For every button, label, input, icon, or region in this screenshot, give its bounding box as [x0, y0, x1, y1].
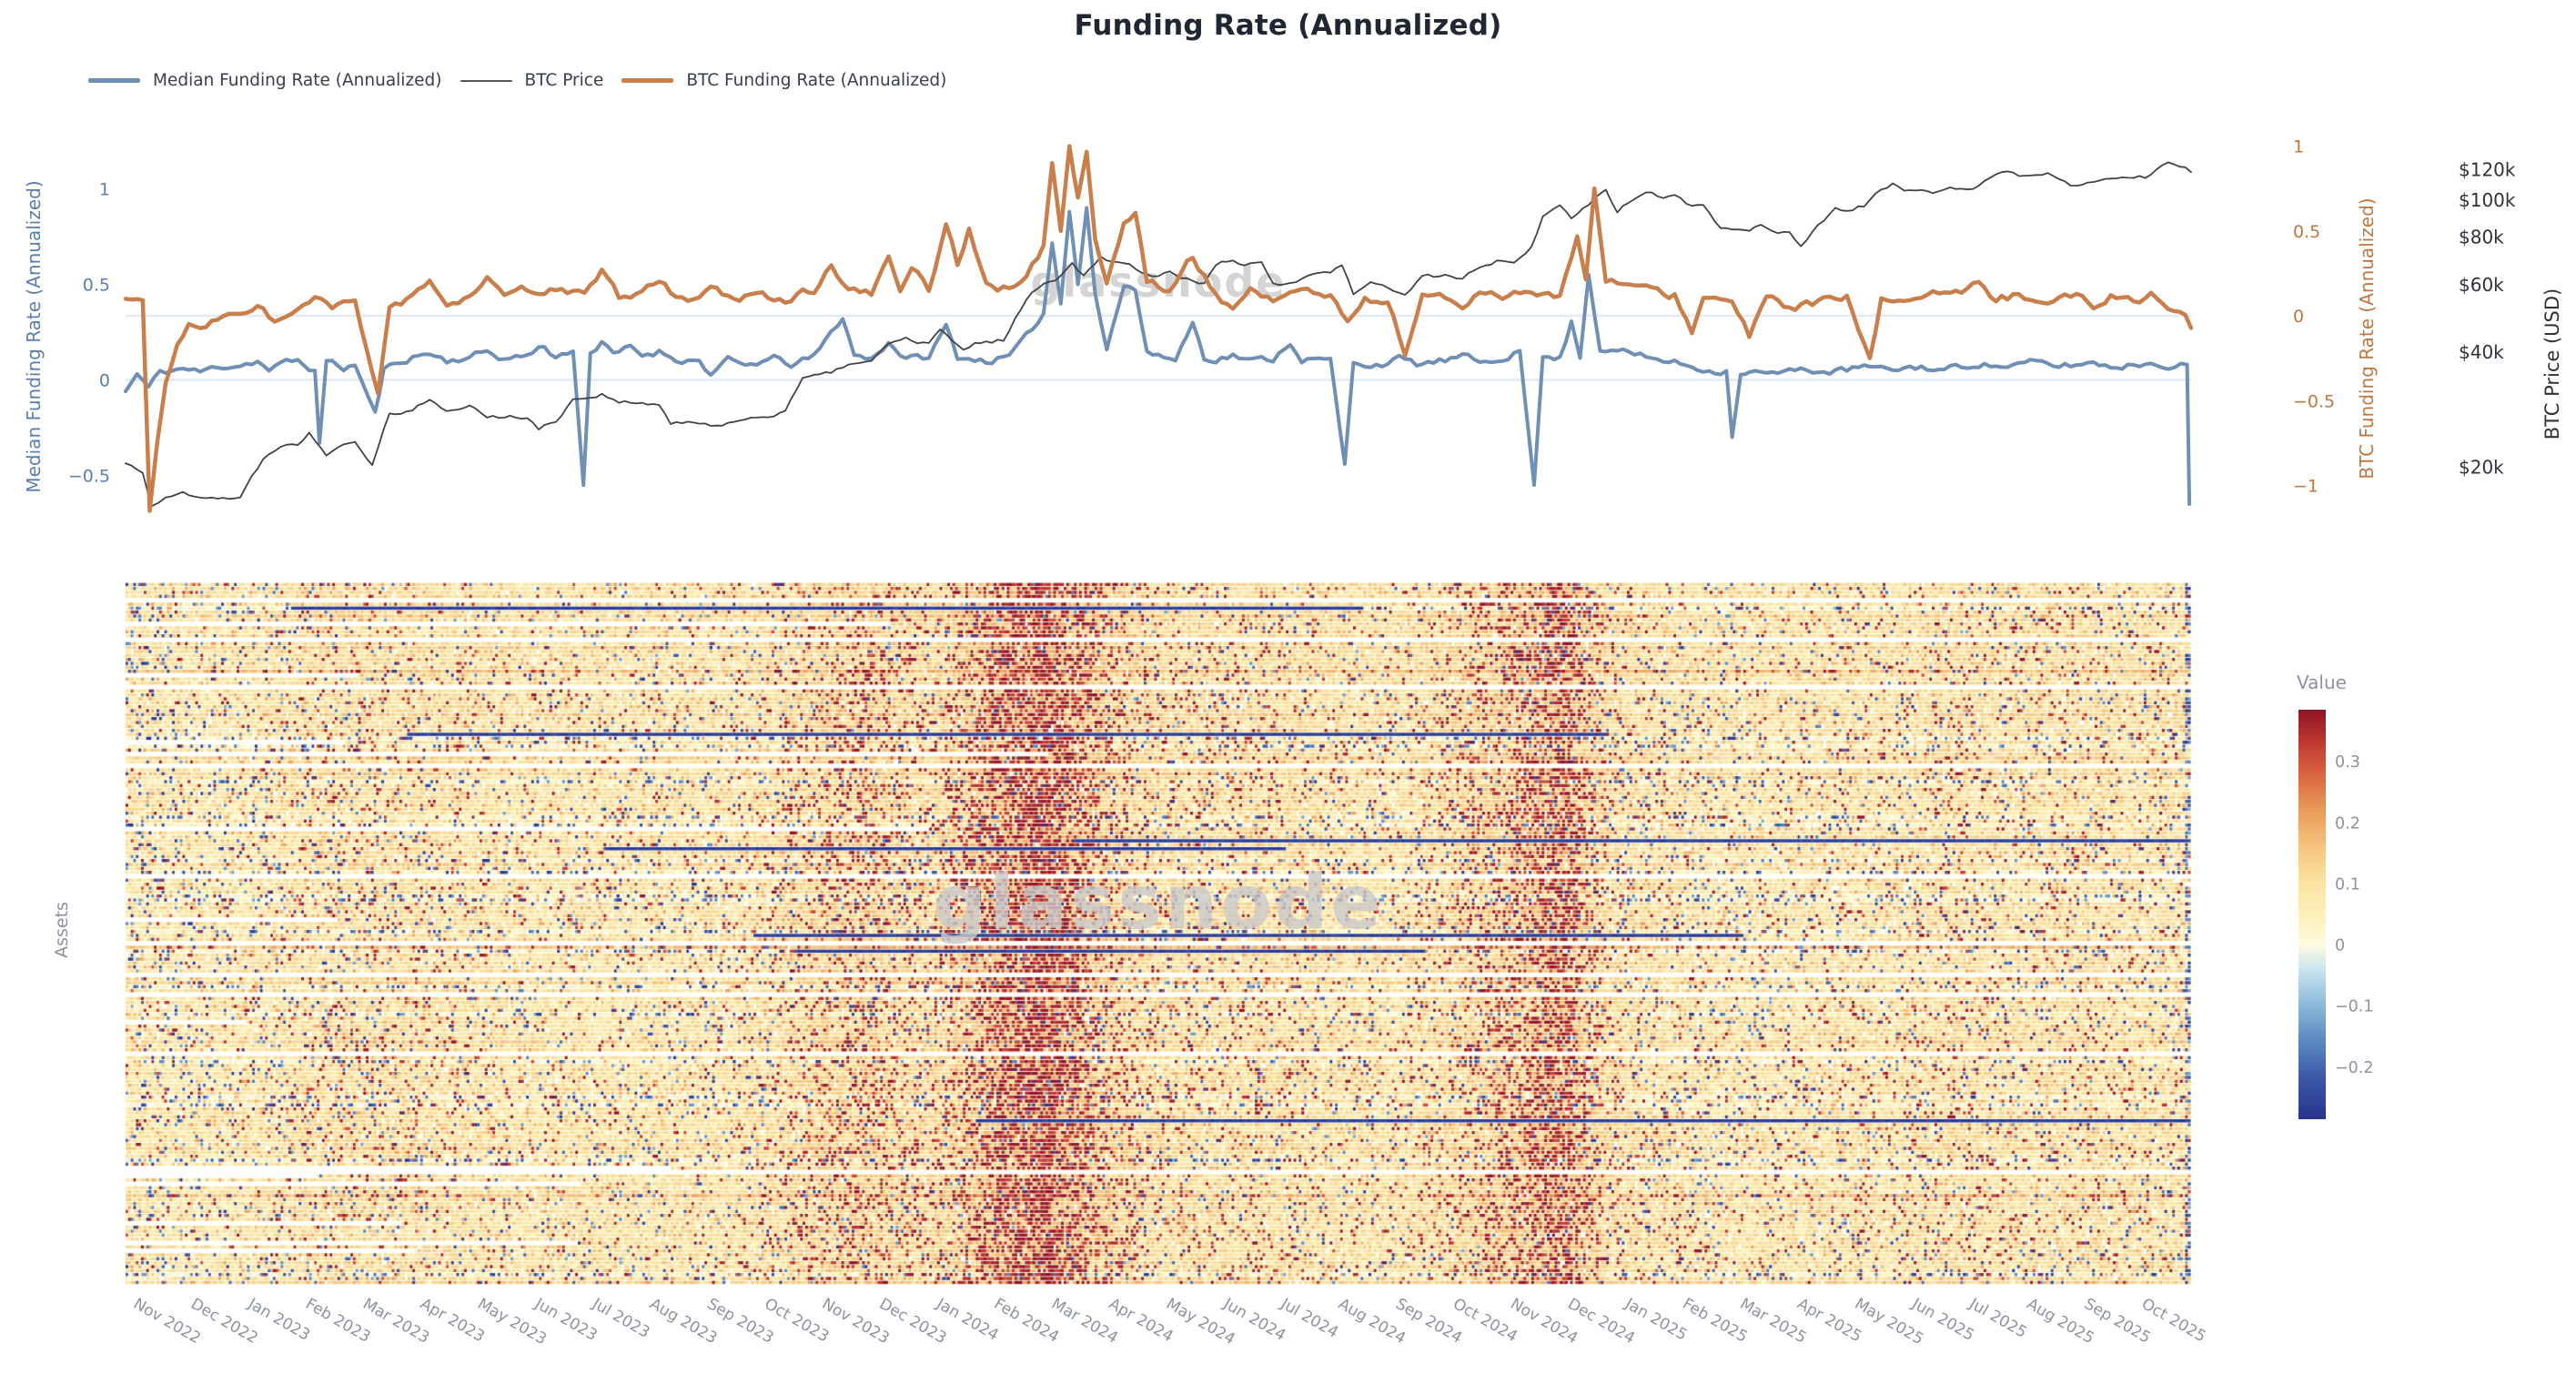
left-axis-tick-label: 0.5	[83, 276, 110, 296]
legend-label: Median Funding Rate (Annualized)	[153, 71, 442, 90]
heatmap-month-label: Feb 2023	[302, 1295, 373, 1347]
heatmap-month-label: Jun 2025	[1908, 1295, 1977, 1345]
price-axis-tick-label: $40k	[2459, 341, 2504, 363]
heatmap-month-label: Nov 2024	[1507, 1295, 1581, 1348]
funding-axis-tick-label: −1	[2293, 477, 2318, 497]
heatmap-month-label: Sep 2024	[1392, 1295, 1465, 1348]
colorbar-tick-label: 0.3	[2335, 753, 2360, 772]
heatmap-month-label: Mar 2024	[1048, 1295, 1121, 1348]
btc-price-line-swatch-icon	[460, 79, 512, 82]
heatmap-month-label: Sep 2023	[704, 1295, 777, 1348]
funding-axis-tick-label: 0	[2293, 307, 2304, 327]
heatmap-month-label: Apr 2023	[417, 1295, 488, 1346]
left-axis-tick-label: −0.5	[68, 467, 110, 487]
heatmap-month-label: Dec 2024	[1564, 1295, 1638, 1348]
funding-axis-tick-label: 1	[2293, 137, 2304, 157]
heatmap-month-label: Jul 2025	[1965, 1295, 2030, 1342]
colorbar-tick-label: −0.2	[2335, 1059, 2374, 1077]
price-axis-tick-label: $100k	[2459, 189, 2516, 211]
median-line-swatch-icon	[88, 78, 140, 83]
funding-axis-title: BTC Funding Rate (Annualized)	[2356, 197, 2378, 479]
funding-axis-tick-label: 0.5	[2293, 222, 2320, 242]
heatmap-month-label: Jul 2023	[589, 1295, 653, 1342]
heatmap-month-label: Oct 2024	[1450, 1295, 1520, 1346]
heatmap-month-label: May 2023	[474, 1295, 550, 1349]
heatmap-y-axis-title: Assets	[52, 902, 72, 958]
heatmap-month-label: Jun 2024	[1219, 1295, 1288, 1345]
heatmap-month-label: May 2025	[1852, 1295, 1927, 1349]
heatmap-month-label: Aug 2023	[647, 1295, 721, 1348]
heatmap-month-label: Feb 2025	[1680, 1295, 1751, 1347]
price-axis-tick-label: $80k	[2459, 227, 2504, 248]
price-axis-tick-label: $120k	[2459, 159, 2516, 181]
legend-item-btc-price[interactable]: BTC Price	[460, 71, 604, 90]
heatmap-month-label: Jun 2023	[531, 1295, 601, 1345]
heatmap-month-label: Jan 2024	[933, 1295, 1002, 1345]
heatmap-month-label: Dec 2022	[187, 1295, 261, 1348]
heatmap-month-label: Jul 2024	[1277, 1295, 1341, 1342]
heatmap-month-label: Nov 2023	[819, 1295, 893, 1348]
left-axis-tick-label: 1	[99, 180, 110, 200]
heatmap-month-label: Sep 2025	[2081, 1295, 2154, 1348]
btc-funding-line-swatch-icon	[621, 78, 674, 83]
colorbar-tick-label: −0.1	[2335, 998, 2374, 1016]
page-title: Funding Rate (Annualized)	[1074, 9, 1502, 42]
price-axis-tick-label: $60k	[2459, 274, 2504, 296]
heatmap-month-label: Mar 2025	[1737, 1295, 1810, 1348]
heatmap-month-label: May 2024	[1163, 1295, 1238, 1349]
heatmap-month-label: Jan 2023	[244, 1295, 313, 1345]
heatmap-month-label: Apr 2025	[1794, 1295, 1865, 1346]
legend-item-btc-funding-rate[interactable]: BTC Funding Rate (Annualized)	[621, 71, 946, 90]
left-axis-median-funding: 1 0.5 0 −0.5 Median Funding Rate (Annualized…	[23, 180, 110, 493]
btc-price-line	[125, 161, 2192, 508]
assets-funding-heatmap	[126, 575, 2191, 1285]
legend-item-median-funding-rate[interactable]: Median Funding Rate (Annualized)	[88, 71, 442, 90]
heatmap-month-label: Aug 2025	[2024, 1295, 2097, 1348]
legend-label: BTC Funding Rate (Annualized)	[686, 71, 947, 90]
heatmap-month-label: Oct 2023	[762, 1295, 833, 1346]
gridlines	[126, 314, 2191, 381]
top-line-chart	[123, 144, 2194, 513]
heatmap-month-label: Dec 2023	[876, 1295, 950, 1348]
colorbar-tick-label: 0.2	[2335, 814, 2360, 833]
right-axis-btc-price: $120k $100k $80k $60k $40k $20k BTC Price (USD…	[2459, 159, 2563, 479]
heatmap-month-label: Jan 2025	[1621, 1295, 1691, 1345]
colorbar-title: Value	[2297, 672, 2347, 693]
heatmap-month-label: Feb 2024	[991, 1295, 1062, 1347]
btc-funding-rate-line	[123, 144, 2194, 513]
colorbar-gradient	[2298, 710, 2326, 1119]
heatmap-month-label: Aug 2024	[1335, 1295, 1409, 1348]
colorbar-tick-label: 0	[2335, 937, 2345, 955]
left-axis-tick-label: 0	[99, 371, 110, 391]
colorbar-tick-label: 0.1	[2335, 875, 2360, 894]
chart-legend: Median Funding Rate (Annualized) BTC Pri…	[88, 71, 946, 90]
price-axis-tick-label: $20k	[2459, 457, 2504, 479]
colorbar-legend: Value 0.3 0.2 0.1 0 −0.1 −0.2	[2297, 672, 2374, 1119]
glassnode-watermark: glassnode	[1031, 258, 1287, 307]
funding-axis-tick-label: −0.5	[2293, 391, 2335, 411]
median-funding-rate-line	[124, 206, 2192, 506]
left-axis-title: Median Funding Rate (Annualized)	[23, 180, 45, 492]
heatmap-month-label: Nov 2022	[130, 1295, 204, 1348]
heatmap-month-label: Apr 2024	[1106, 1295, 1177, 1346]
heatmap-month-label: Mar 2023	[359, 1295, 432, 1348]
price-axis-title: BTC Price (USD)	[2541, 288, 2563, 440]
heatmap-month-label: Oct 2025	[2138, 1295, 2209, 1346]
right-axis-btc-funding: 1 0.5 0 −0.5 −1 BTC Funding Rate (Annualized)	[2293, 137, 2378, 497]
legend-label: BTC Price	[524, 71, 604, 90]
